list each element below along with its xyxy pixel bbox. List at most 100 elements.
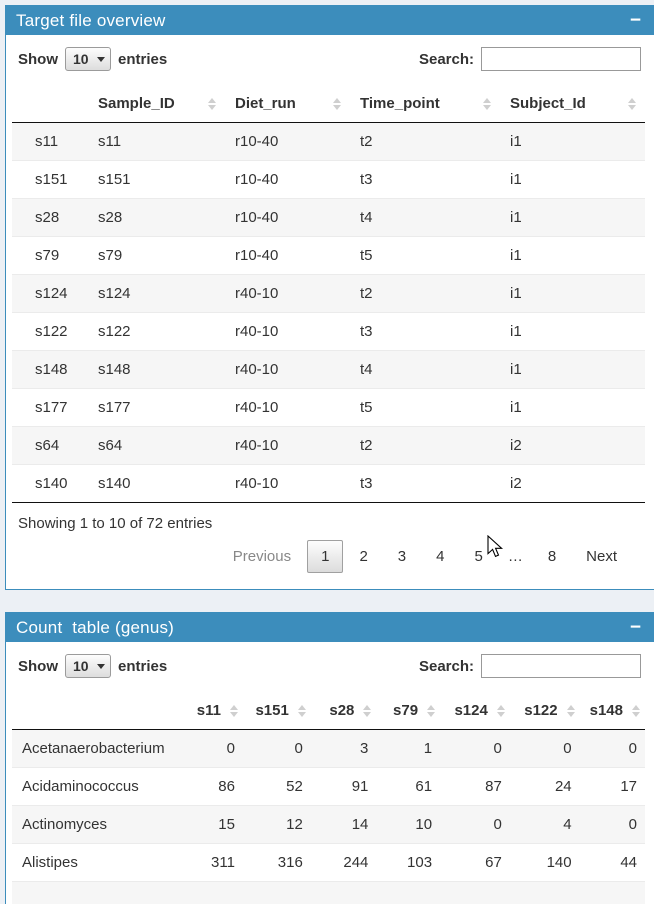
column-header-s124[interactable]: s124 — [440, 692, 510, 730]
entries-label: entries — [118, 657, 168, 675]
next-button[interactable]: Next — [586, 548, 617, 565]
table-row: s151 s151 r10-40 t3 i1 — [12, 160, 645, 199]
data-cell: i1 — [500, 312, 645, 351]
data-cell: s79 — [88, 236, 225, 275]
column-header-s11[interactable]: s11 — [174, 692, 243, 730]
data-cell: 52 — [242, 767, 311, 806]
data-cell: r10-40 — [235, 133, 279, 150]
data-cell: r40-10 — [225, 464, 350, 503]
row-name-cell: Acidaminococcus — [12, 767, 175, 806]
data-cell: s124 — [88, 274, 225, 313]
column-header-Sample_ID[interactable]: Sample_ID — [88, 85, 225, 123]
search-input[interactable] — [481, 47, 641, 71]
data-cell: t5 — [350, 236, 500, 275]
sort-icon — [483, 97, 491, 110]
panel-title: Target file overview — [16, 10, 166, 30]
targets-panel-header: Target file overview − — [6, 6, 654, 35]
counts-table: s11 s151 s28 s79 s124 s122 s148 Acetanaerobact… — [12, 692, 645, 904]
data-cell: i1 — [500, 388, 645, 427]
collapse-icon[interactable]: − — [629, 617, 641, 638]
data-cell: i2 — [500, 464, 645, 503]
column-header-s151[interactable]: s151 — [242, 692, 311, 730]
data-cell: t4 — [350, 198, 500, 237]
row-name-cell: s140 — [12, 464, 88, 503]
page-button-1[interactable]: 1 — [307, 540, 344, 573]
data-cell: 14 — [310, 805, 377, 844]
table-row: s124 s124 r40-10 t2 i1 — [12, 274, 645, 313]
data-cell: s28 — [88, 198, 225, 237]
page-button-4[interactable]: 4 — [436, 548, 445, 565]
show-label: Show — [18, 50, 58, 68]
row-name-cell: s79 — [12, 236, 88, 275]
data-cell: s140 — [88, 464, 225, 503]
search-control: Search: — [419, 654, 641, 678]
table-row: s148 s148 r40-10 t4 i1 — [12, 350, 645, 389]
column-header-rownames — [12, 692, 175, 730]
row-name-cell: s122 — [12, 312, 88, 351]
page-button-5[interactable]: 5 — [474, 548, 483, 565]
sort-icon — [363, 704, 372, 717]
data-cell: r10-40 — [225, 198, 350, 237]
data-cell: 244 — [310, 843, 377, 882]
column-header-Subject_Id[interactable]: Subject_Id — [500, 85, 645, 123]
page-button-2[interactable]: 2 — [359, 548, 368, 565]
data-cell: 0 — [440, 805, 510, 844]
counts-panel: Count table (genus) − Show 10 entries Se… — [5, 612, 654, 904]
data-cell: s11 — [98, 133, 122, 150]
column-header-s122[interactable]: s122 — [509, 692, 580, 730]
data-cell: r10-40 — [225, 160, 350, 199]
sort-icon — [632, 704, 640, 717]
sort-icon — [427, 704, 436, 717]
counts-panel-header: Count table (genus) − — [6, 613, 654, 642]
page-button-8[interactable]: 8 — [547, 548, 557, 565]
data-cell: 1 — [423, 740, 433, 757]
data-cell: t3 — [350, 160, 500, 199]
caret-down-icon — [97, 56, 105, 62]
table-row: s177 s177 r40-10 t5 i1 — [12, 388, 645, 427]
data-cell: 12 — [242, 805, 311, 844]
column-header-Diet_run[interactable]: Diet_run — [225, 85, 350, 123]
data-cell: 24 — [509, 767, 580, 806]
data-cell: s64 — [88, 426, 225, 465]
data-cell: t5 — [350, 388, 500, 427]
search-control: Search: — [419, 47, 641, 71]
data-cell: r10-40 — [225, 236, 350, 275]
data-cell: i1 — [500, 198, 645, 237]
column-header-Time_point[interactable]: Time_point — [350, 85, 500, 123]
data-cell: 10 — [376, 805, 441, 844]
targets-table: Sample_ID Diet_run Time_point Subject_Id s1… — [12, 85, 645, 503]
page-length-select[interactable]: 10 — [65, 47, 111, 71]
table-row: Alistipes 311 316 244 103 67 140 44 — [12, 843, 645, 882]
page-length-select[interactable]: 10 — [65, 654, 111, 678]
data-cell: 0 — [294, 740, 303, 757]
column-header-s79[interactable]: s79 — [376, 692, 441, 730]
row-name-cell: s11 — [35, 133, 59, 150]
data-cell: t2 — [350, 274, 500, 313]
row-name-cell: s151 — [12, 160, 88, 199]
data-cell: 4 — [509, 805, 580, 844]
column-header-s148[interactable]: s148 — [579, 692, 645, 730]
counts-panel-body: Show 10 entries Search: — [6, 642, 654, 904]
data-cell: r40-10 — [225, 312, 350, 351]
header-row: s11 s151 s28 s79 s124 s122 s148 — [12, 692, 645, 730]
column-header-s28[interactable]: s28 — [310, 692, 377, 730]
column-header-rownames — [12, 85, 88, 123]
page-length-value: 10 — [73, 658, 89, 674]
data-cell: 91 — [310, 767, 377, 806]
pagination: Previous 1 2 3 4 5 … 8 Next — [12, 540, 645, 573]
page-button-3[interactable]: 3 — [397, 548, 407, 565]
data-cell: 3 — [360, 740, 369, 757]
search-input[interactable] — [481, 654, 641, 678]
sort-icon — [208, 97, 216, 110]
data-cell: r40-10 — [225, 274, 350, 313]
data-cell: 0 — [579, 805, 645, 844]
previous-button[interactable]: Previous — [232, 548, 292, 565]
collapse-icon[interactable]: − — [629, 10, 641, 31]
search-label: Search: — [418, 657, 474, 675]
data-cell: t4 — [350, 350, 500, 389]
page-length-control: Show 10 entries — [18, 47, 167, 71]
data-cell: i1 — [500, 350, 645, 389]
show-label: Show — [18, 657, 58, 675]
targets-panel: Target file overview − Show 10 entries S… — [5, 5, 654, 590]
